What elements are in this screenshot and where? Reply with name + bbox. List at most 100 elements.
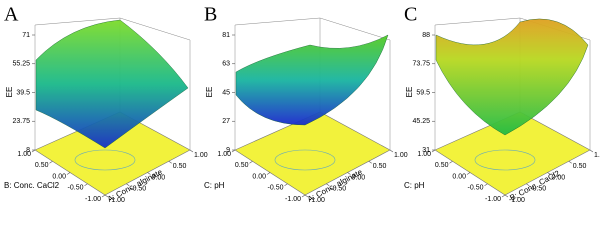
box-edge: [119, 17, 191, 41]
y-tick: [449, 161, 453, 164]
x-tick: [568, 161, 572, 164]
y-tick-label: -0.50: [468, 185, 484, 192]
floor-contour: [274, 149, 336, 171]
x-tick-label: 0.00: [352, 174, 366, 181]
x-tick: [347, 172, 351, 175]
y-tick: [301, 194, 306, 198]
x-tick-label: -1.00: [109, 197, 125, 204]
y-tick: [466, 172, 471, 175]
y-tick-label: 1.00: [17, 151, 31, 158]
y-tick: [231, 149, 236, 153]
y-tick: [501, 194, 506, 198]
panel-letter: B: [204, 4, 217, 26]
z-tick-label: 73.75: [412, 61, 430, 68]
x-tick-label: -1.00: [509, 197, 525, 204]
x-tick-label: 0.50: [173, 163, 187, 170]
z-tick-label: 8: [26, 147, 30, 154]
y-tick: [84, 183, 88, 186]
x-tick: [147, 172, 151, 175]
x-tick-label: -0.50: [530, 186, 546, 193]
x-tick: [526, 183, 530, 186]
x-tick-label: -1.00: [309, 197, 325, 204]
y-tick-label: -1.00: [285, 196, 301, 203]
y-tick-label: 1.00: [417, 151, 431, 158]
z-tick-label: 45: [222, 89, 230, 96]
y-axis-label: C: pH: [204, 181, 225, 190]
x-tick: [189, 149, 194, 153]
floor-contour: [74, 149, 136, 171]
z-tick-label: 31: [422, 147, 430, 154]
x-tick-label: -0.50: [330, 186, 346, 193]
y-axis-label: B: Conc. CaCl2: [4, 181, 60, 190]
x-tick-label: -0.50: [130, 186, 146, 193]
x-tick: [326, 183, 330, 186]
x-tick: [168, 161, 172, 164]
z-axis-label: EE: [205, 87, 214, 98]
response-surface: [435, 18, 589, 136]
y-tick-label: 0.50: [35, 162, 49, 169]
x-tick-label: 0.50: [573, 163, 587, 170]
z-axis-label: EE: [405, 87, 414, 98]
y-tick-label: 0.50: [235, 162, 249, 169]
x-tick-label: 0.50: [373, 163, 387, 170]
x-tick: [368, 161, 372, 164]
y-tick-label: -0.50: [268, 185, 284, 192]
x-tick: [304, 194, 309, 198]
x-tick-label: 0.00: [152, 174, 166, 181]
z-tick-label: 27: [222, 118, 230, 125]
z-tick-label: 63: [222, 61, 230, 68]
z-tick-label: 39.5: [16, 89, 30, 96]
z-tick-label: 71: [22, 32, 30, 39]
y-tick-label: 0.00: [252, 173, 266, 180]
x-tick-label: 1.00: [594, 152, 600, 159]
y-tick: [101, 194, 106, 198]
box-edge: [34, 17, 121, 26]
box-edge: [234, 17, 321, 26]
x-tick: [504, 194, 509, 198]
x-tick: [589, 149, 594, 153]
box-edge: [434, 17, 521, 26]
x-tick-label: 0.00: [552, 174, 566, 181]
y-tick-label: 1.00: [217, 151, 231, 158]
z-axis-label: EE: [5, 87, 14, 98]
y-tick: [31, 149, 36, 153]
response-surface: [235, 34, 389, 126]
z-tick-label: 9: [226, 147, 230, 154]
x-tick: [389, 149, 394, 153]
y-axis-label: C: pH: [404, 181, 425, 190]
x-tick-label: 1.00: [194, 152, 208, 159]
z-tick-label: 55.25: [12, 61, 30, 68]
y-tick: [66, 172, 71, 175]
panel: BEE927456381-1.00-0.500.000.501.00-1.00-…: [204, 4, 408, 204]
y-tick: [249, 161, 253, 164]
y-tick: [484, 183, 488, 186]
y-tick-label: 0.00: [452, 173, 466, 180]
y-tick-label: -0.50: [68, 185, 84, 192]
x-tick-label: 1.00: [394, 152, 408, 159]
z-tick-label: 45.25: [412, 118, 430, 125]
x-tick: [126, 183, 130, 186]
y-tick-label: 0.50: [435, 162, 449, 169]
z-tick-label: 88: [422, 32, 430, 39]
y-tick-label: 0.00: [52, 173, 66, 180]
y-tick: [431, 149, 436, 153]
box-edge: [319, 17, 391, 41]
response-surface: [35, 19, 189, 149]
y-tick-label: -1.00: [85, 196, 101, 203]
x-tick: [104, 194, 109, 198]
z-tick-label: 81: [222, 32, 230, 39]
floor: [234, 111, 391, 196]
z-tick-label: 23.75: [12, 118, 30, 125]
y-tick: [49, 161, 53, 164]
x-tick: [547, 172, 551, 175]
panel-letter: A: [4, 4, 19, 26]
panel-letter: C: [404, 4, 417, 26]
floor-contour: [474, 149, 536, 171]
z-tick-label: 59.5: [416, 89, 430, 96]
figure: AEE823.7539.555.2571-1.00-0.500.000.501.…: [4, 4, 600, 204]
panel: CEE3145.2559.573.7588-1.00-0.500.000.501…: [404, 4, 600, 204]
panel: AEE823.7539.555.2571-1.00-0.500.000.501.…: [4, 4, 208, 204]
y-tick: [284, 183, 288, 186]
y-tick-label: -1.00: [485, 196, 501, 203]
y-tick: [266, 172, 271, 175]
